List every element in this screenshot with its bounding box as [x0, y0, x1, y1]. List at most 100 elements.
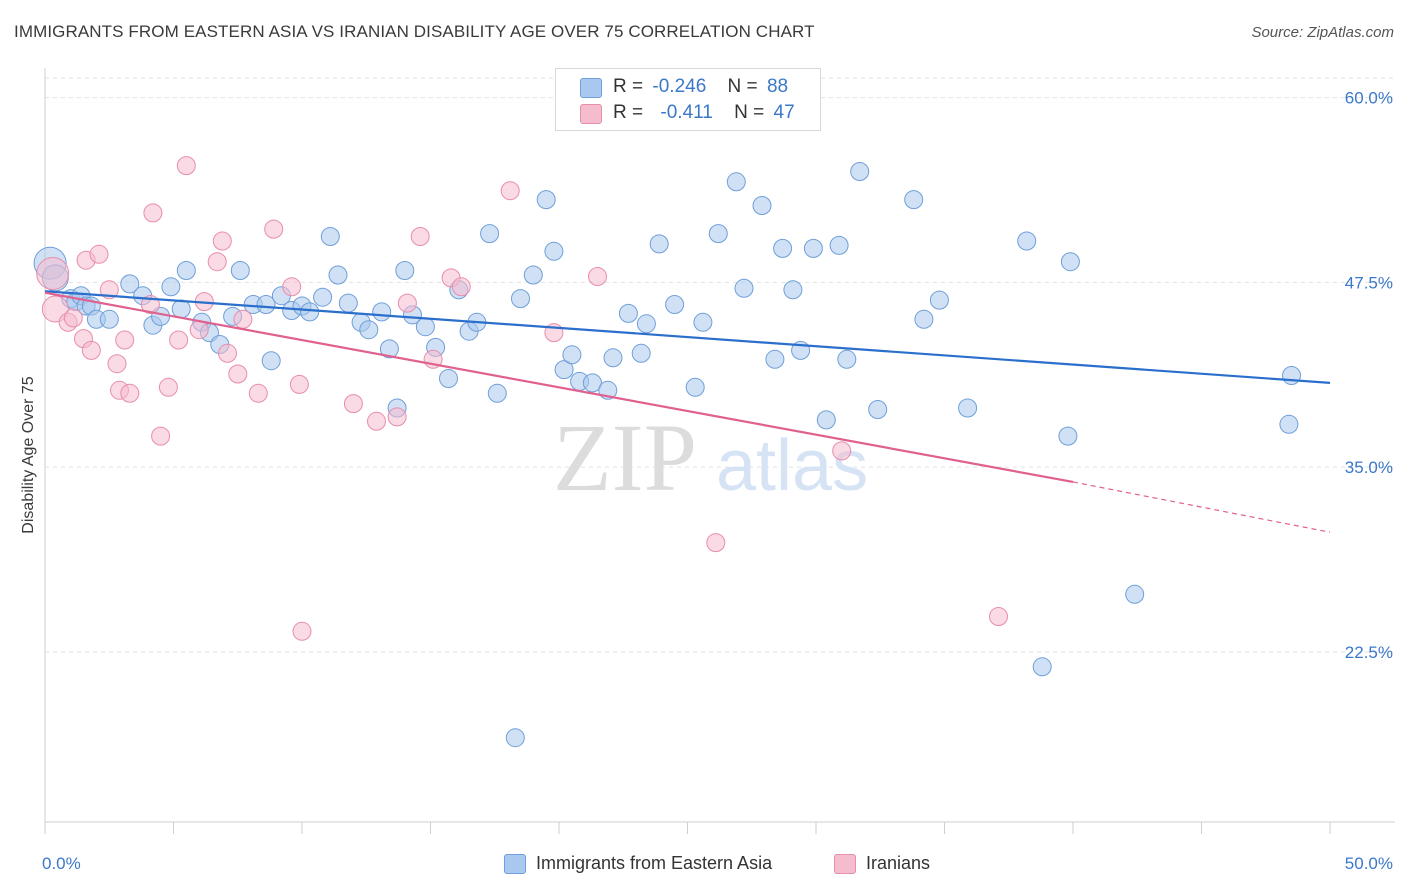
- data-point: [328, 265, 348, 285]
- data-point: [207, 252, 227, 272]
- data-point: [929, 290, 949, 310]
- data-point: [1282, 366, 1301, 385]
- data-point: [289, 374, 309, 394]
- y-axis-title: Disability Age Over 75: [20, 376, 37, 534]
- series-eastern-asia-points: [33, 162, 1301, 748]
- bottom-legend-swatch-pink: [834, 854, 856, 874]
- data-point: [439, 369, 458, 388]
- data-point: [300, 302, 320, 322]
- data-point: [1032, 657, 1052, 677]
- data-point: [387, 407, 407, 427]
- data-point: [708, 224, 728, 244]
- x-tick-label: 50.0%: [1345, 854, 1393, 873]
- watermark-atlas: atlas: [716, 426, 868, 506]
- data-point: [523, 265, 543, 285]
- data-point: [832, 441, 852, 461]
- data-point: [783, 280, 803, 300]
- y-tick-label: 22.5%: [1345, 643, 1393, 662]
- data-point: [120, 274, 140, 294]
- data-point: [228, 364, 248, 384]
- data-point: [480, 224, 500, 244]
- grid-lines: [45, 77, 1395, 653]
- data-point: [292, 621, 312, 641]
- data-point: [397, 293, 417, 313]
- legend-r-value: -0.246: [652, 76, 707, 97]
- data-point: [1279, 414, 1299, 434]
- legend-n-value: 88: [766, 76, 789, 97]
- data-point: [618, 303, 638, 323]
- data-point: [1058, 426, 1078, 446]
- data-point: [829, 235, 849, 255]
- data-point: [1060, 252, 1080, 272]
- data-point: [511, 289, 530, 309]
- data-point: [218, 343, 237, 363]
- data-point: [904, 190, 924, 210]
- correlation-legend: R = -0.246 N = 88 R = -0.411 N = 47: [555, 68, 821, 131]
- data-point: [261, 351, 281, 371]
- data-point: [313, 287, 333, 307]
- data-point: [562, 345, 582, 365]
- data-point: [649, 234, 669, 254]
- data-point: [120, 383, 140, 403]
- legend-n-value: 47: [773, 102, 795, 123]
- legend-n-label: N =: [734, 102, 765, 123]
- data-point: [582, 373, 602, 393]
- data-point: [914, 309, 934, 329]
- y-tick-label: 47.5%: [1345, 273, 1393, 292]
- data-point: [176, 261, 196, 280]
- data-point: [726, 172, 746, 192]
- legend-swatch-blue: [580, 78, 602, 98]
- data-point: [63, 308, 83, 328]
- data-point: [176, 156, 196, 176]
- data-point: [230, 261, 250, 280]
- trend-line-iranians-extension: [1072, 481, 1331, 533]
- data-point: [410, 227, 430, 246]
- data-point: [1017, 231, 1037, 251]
- data-point: [451, 277, 471, 297]
- data-point: [372, 302, 392, 322]
- data-point: [248, 383, 268, 403]
- data-point: [554, 360, 574, 380]
- x-tick-label: 0.0%: [42, 854, 81, 873]
- data-point: [603, 348, 623, 368]
- data-point: [282, 277, 302, 297]
- data-point: [1125, 584, 1145, 604]
- data-point: [81, 340, 101, 360]
- data-point: [89, 244, 109, 264]
- data-point: [544, 241, 564, 261]
- data-point: [256, 295, 276, 314]
- data-point: [99, 280, 119, 300]
- bottom-legend-label: Iranians: [866, 853, 931, 873]
- data-point: [752, 196, 772, 215]
- data-point: [989, 607, 1008, 626]
- data-point: [588, 267, 607, 286]
- data-point: [773, 238, 793, 258]
- data-point: [837, 349, 857, 369]
- data-point: [706, 533, 726, 553]
- legend-n-label: N =: [727, 76, 758, 97]
- data-point: [803, 238, 823, 258]
- data-point: [685, 377, 705, 397]
- data-point: [151, 426, 171, 446]
- data-point: [958, 398, 978, 418]
- data-point: [343, 394, 363, 414]
- trend-line-eastern-asia: [44, 290, 1331, 385]
- trend-line-iranians: [44, 291, 1074, 484]
- data-point: [665, 295, 685, 314]
- legend-r-value: -0.411: [660, 102, 713, 123]
- data-point: [36, 257, 70, 290]
- chart-source: Source: ZipAtlas.com: [1251, 24, 1394, 41]
- data-point: [367, 411, 386, 431]
- data-point: [536, 190, 556, 210]
- data-point: [816, 410, 836, 430]
- tick-labels: 22.5% 35.0% 47.5% 60.0% 0.0% 50.0%: [42, 89, 1393, 873]
- y-tick-label: 60.0%: [1345, 89, 1393, 108]
- legend-r-label: R =: [613, 76, 644, 97]
- data-point: [338, 293, 358, 313]
- data-point: [734, 278, 754, 298]
- data-point: [505, 728, 525, 748]
- y-tick-label: 35.0%: [1345, 458, 1393, 477]
- data-point: [765, 349, 785, 369]
- data-point: [850, 162, 870, 181]
